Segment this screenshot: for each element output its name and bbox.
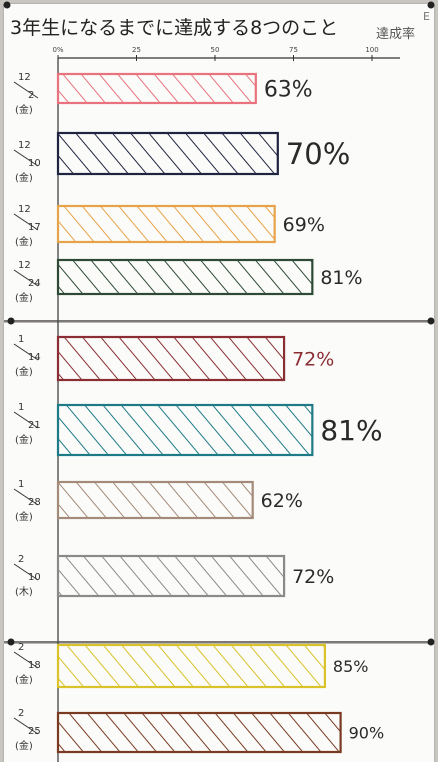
date-slash bbox=[13, 717, 39, 735]
date-slash bbox=[13, 343, 39, 361]
date-day: 2 bbox=[28, 90, 34, 101]
date-month: 1 bbox=[18, 479, 24, 490]
bar bbox=[56, 711, 342, 754]
value-label: 85% bbox=[333, 657, 369, 676]
bar bbox=[56, 335, 286, 382]
pin bbox=[427, 1, 435, 9]
date-day: 24 bbox=[28, 278, 41, 289]
pin bbox=[427, 317, 435, 325]
date-slash bbox=[13, 269, 39, 287]
pin bbox=[427, 638, 435, 646]
value-label: 70% bbox=[286, 137, 350, 171]
date-month: 12 bbox=[18, 140, 31, 151]
bar bbox=[56, 643, 326, 689]
date-month: 12 bbox=[18, 204, 31, 215]
date-month: 2 bbox=[18, 554, 24, 565]
date-weekday: (木) bbox=[15, 586, 33, 598]
date-day: 28 bbox=[28, 497, 41, 508]
category-label: 1 28 (金) bbox=[13, 479, 41, 523]
pins bbox=[3, 1, 435, 646]
date-month: 2 bbox=[18, 642, 24, 653]
bar bbox=[56, 131, 279, 176]
value-label: 72% bbox=[292, 566, 334, 588]
date-slash bbox=[13, 81, 39, 99]
chart-title: 3年生になるまでに達成する8つのこと bbox=[10, 17, 338, 39]
bar bbox=[56, 554, 286, 598]
date-month: 12 bbox=[18, 72, 31, 83]
category-label: 1 14 (金) bbox=[13, 334, 41, 378]
chart-title-group: 3年生になるまでに達成する8つのこと 達成率 E bbox=[10, 10, 430, 42]
date-weekday: (金) bbox=[15, 365, 33, 378]
bar bbox=[56, 403, 314, 457]
bar bbox=[56, 72, 257, 105]
date-month: 1 bbox=[18, 334, 24, 345]
pin bbox=[7, 638, 15, 646]
date-slash bbox=[13, 411, 39, 429]
value-label: 62% bbox=[261, 490, 303, 512]
date-month: 1 bbox=[18, 402, 24, 413]
date-month: 12 bbox=[18, 260, 31, 271]
date-weekday: (金) bbox=[15, 171, 33, 184]
category-label: 2 25 (金) bbox=[13, 708, 41, 752]
date-weekday: (金) bbox=[15, 739, 33, 752]
category-label: 12 10 (金) bbox=[13, 140, 41, 184]
x-tick-label: 100 bbox=[365, 46, 378, 54]
date-day: 17 bbox=[28, 222, 41, 233]
bar bbox=[56, 480, 254, 520]
date-weekday: (金) bbox=[15, 103, 33, 116]
date-month: 2 bbox=[18, 708, 24, 719]
category-label: 12 17 (金) bbox=[13, 204, 41, 248]
date-day: 25 bbox=[28, 726, 41, 737]
value-label: 63% bbox=[264, 77, 313, 102]
bar bbox=[56, 258, 314, 296]
date-weekday: (金) bbox=[15, 433, 33, 446]
x-tick-label: 0% bbox=[52, 46, 63, 54]
value-label: 81% bbox=[320, 414, 382, 447]
corner-mark: E bbox=[423, 10, 430, 23]
date-slash bbox=[13, 213, 39, 231]
date-slash bbox=[13, 563, 39, 581]
bar bbox=[56, 204, 276, 244]
value-labels: 63% 70% 69% 81% 72% 81% 62% 72% 85% 90% bbox=[261, 77, 384, 742]
pin bbox=[3, 1, 11, 9]
bars-group bbox=[56, 72, 342, 754]
date-slash bbox=[13, 651, 39, 669]
category-label: 2 10 (木) bbox=[13, 554, 41, 598]
chart-title-suffix: 達成率 bbox=[376, 26, 415, 42]
x-tick-label: 50 bbox=[211, 46, 220, 54]
value-label: 69% bbox=[283, 214, 325, 236]
category-label: 12 2 (金) bbox=[13, 72, 39, 116]
category-labels: 122(金)1210(金)1217(金)1224(金)114(金)121(金)1… bbox=[13, 72, 41, 752]
divider-lines bbox=[4, 320, 434, 643]
date-weekday: (金) bbox=[15, 673, 33, 686]
x-tick-label: 25 bbox=[132, 46, 141, 54]
date-weekday: (金) bbox=[15, 291, 33, 304]
value-label: 90% bbox=[349, 723, 385, 742]
category-label: 1 21 (金) bbox=[13, 402, 41, 446]
category-label: 2 18 (金) bbox=[13, 642, 41, 686]
date-weekday: (金) bbox=[15, 510, 33, 523]
date-day: 10 bbox=[28, 158, 41, 169]
value-label: 81% bbox=[320, 267, 362, 289]
pin bbox=[7, 317, 15, 325]
value-label: 72% bbox=[292, 348, 334, 370]
date-day: 10 bbox=[28, 572, 41, 583]
category-label: 12 24 (金) bbox=[13, 260, 41, 304]
date-day: 21 bbox=[28, 420, 41, 431]
date-day: 18 bbox=[28, 660, 41, 671]
x-tick-label: 75 bbox=[289, 46, 298, 54]
date-day: 14 bbox=[28, 352, 41, 363]
date-slash bbox=[13, 149, 39, 167]
date-slash bbox=[13, 488, 39, 506]
date-weekday: (金) bbox=[15, 235, 33, 248]
